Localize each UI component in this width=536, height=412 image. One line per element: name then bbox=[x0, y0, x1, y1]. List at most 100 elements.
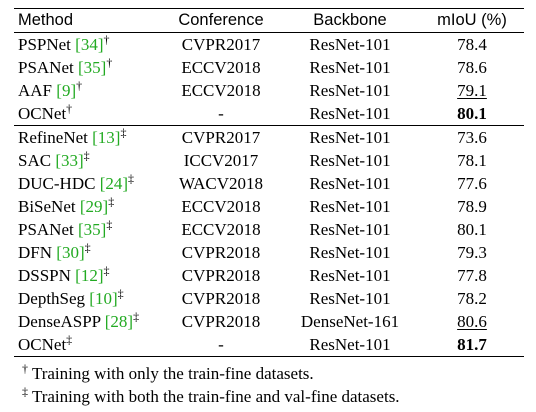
training-mark: ‡ bbox=[128, 171, 135, 186]
table-row: OCNet‡ - ResNet-101 81.7 bbox=[14, 333, 524, 357]
method-cell: DFN [30]‡ bbox=[14, 241, 162, 264]
table-group-train-fine: PSPNet [34]† CVPR2017 ResNet-101 78.4 PSANet… bbox=[14, 33, 524, 126]
training-mark: ‡ bbox=[106, 217, 113, 232]
miou-cell: 77.8 bbox=[420, 264, 524, 287]
conference-cell: - bbox=[218, 335, 224, 354]
method-cell: SAC [33]‡ bbox=[14, 149, 162, 172]
conference-cell: ECCV2018 bbox=[181, 81, 261, 100]
conference-cell: CVPR2018 bbox=[181, 243, 261, 262]
miou-cell: 78.6 bbox=[420, 56, 524, 79]
backbone-cell: ResNet-101 bbox=[309, 197, 391, 216]
method-name: BiSeNet bbox=[18, 197, 76, 216]
backbone-cell: ResNet-101 bbox=[309, 58, 391, 77]
method-cell: DenseASPP [28]‡ bbox=[14, 310, 162, 333]
note-mark: † bbox=[22, 361, 28, 376]
method-cell: BiSeNet [29]‡ bbox=[14, 195, 162, 218]
conference-cell: CVPR2017 bbox=[181, 128, 261, 147]
miou-cell: 80.1 bbox=[420, 102, 524, 126]
citation-number: 34 bbox=[80, 35, 98, 54]
miou-cell: 81.7 bbox=[420, 333, 524, 357]
conference-cell: ECCV2018 bbox=[181, 197, 261, 216]
results-table: Method Conference Backbone mIoU (%) PSPN… bbox=[14, 8, 524, 357]
citation: [13] bbox=[92, 128, 121, 147]
method-name: PSANet bbox=[18, 220, 74, 239]
method-cell: PSANet [35]‡ bbox=[14, 218, 162, 241]
miou-value: 80.1 bbox=[457, 220, 487, 239]
citation: [29] bbox=[79, 197, 109, 216]
method-name: DenseASPP bbox=[18, 312, 101, 331]
conference-cell: WACV2018 bbox=[178, 174, 264, 193]
training-mark: † bbox=[106, 55, 113, 70]
method-cell: PSPNet [34]† bbox=[14, 33, 162, 57]
method-cell: DUC-HDC [24]‡ bbox=[14, 172, 162, 195]
miou-cell: 79.3 bbox=[420, 241, 524, 264]
miou-value: 78.4 bbox=[457, 35, 487, 54]
miou-value: 80.6 bbox=[457, 312, 487, 331]
note-text: Training with both the train-fine and va… bbox=[28, 387, 400, 406]
header-conference: Conference bbox=[178, 11, 264, 29]
conference-cell: ECCV2018 bbox=[181, 58, 261, 77]
citation: [9] bbox=[56, 81, 77, 100]
table-row: OCNet† - ResNet-101 80.1 bbox=[14, 102, 524, 126]
citation-number: 30 bbox=[61, 243, 79, 262]
table-row: DenseASPP [28]‡ CVPR2018 DenseNet-161 80.6 bbox=[14, 310, 524, 333]
method-name: OCNet bbox=[18, 335, 67, 354]
citation-number: 29 bbox=[85, 197, 103, 216]
table-row: PSANet [35]‡ ECCV2018 ResNet-101 80.1 bbox=[14, 218, 524, 241]
miou-cell: 78.1 bbox=[420, 149, 524, 172]
conference-cell: ICCV2017 bbox=[183, 151, 259, 170]
method-cell: OCNet‡ bbox=[14, 333, 162, 357]
training-mark: ‡ bbox=[108, 194, 115, 209]
training-mark: † bbox=[66, 101, 73, 116]
training-mark: ‡ bbox=[84, 240, 91, 255]
conference-cell: CVPR2018 bbox=[181, 289, 261, 308]
note-line: ‡ Training with both the train-fine and … bbox=[22, 385, 400, 408]
method-cell: PSANet [35]† bbox=[14, 56, 162, 79]
header-row: Method Conference Backbone mIoU (%) bbox=[14, 8, 524, 33]
miou-cell: 78.4 bbox=[420, 33, 524, 57]
header-miou: mIoU (%) bbox=[437, 11, 507, 29]
citation: [24] bbox=[99, 174, 129, 193]
miou-cell: 78.2 bbox=[420, 287, 524, 310]
backbone-cell: ResNet-101 bbox=[309, 243, 391, 262]
conference-cell: ECCV2018 bbox=[181, 220, 261, 239]
citation-number: 24 bbox=[105, 174, 123, 193]
method-name: DSSPN bbox=[18, 266, 71, 285]
citation-number: 33 bbox=[61, 151, 78, 170]
citation-number: 13 bbox=[97, 128, 115, 147]
table-row: AAF [9]† ECCV2018 ResNet-101 79.1 bbox=[14, 79, 524, 102]
header-method: Method bbox=[18, 11, 74, 29]
citation-number: 35 bbox=[83, 220, 101, 239]
citation-number: 12 bbox=[80, 266, 98, 285]
table-row: PSANet [35]† ECCV2018 ResNet-101 78.6 bbox=[14, 56, 524, 79]
miou-value: 78.1 bbox=[457, 151, 487, 170]
miou-value: 77.8 bbox=[457, 266, 487, 285]
backbone-cell: ResNet-101 bbox=[309, 335, 391, 354]
method-name: OCNet bbox=[18, 104, 67, 123]
table-header: Method Conference Backbone mIoU (%) bbox=[14, 8, 524, 33]
note-line: † Training with only the train-fine data… bbox=[22, 362, 400, 385]
method-name: RefineNet bbox=[18, 128, 88, 147]
backbone-cell: ResNet-101 bbox=[309, 81, 391, 100]
backbone-cell: ResNet-101 bbox=[309, 266, 391, 285]
note-text: Training with only the train-fine datase… bbox=[28, 364, 314, 383]
method-name: DepthSeg bbox=[18, 289, 86, 308]
method-name: AAF bbox=[18, 81, 53, 100]
table-row: DFN [30]‡ CVPR2018 ResNet-101 79.3 bbox=[14, 241, 524, 264]
training-mark: ‡ bbox=[133, 309, 140, 324]
citation-number: 9 bbox=[61, 81, 71, 100]
backbone-cell: ResNet-101 bbox=[309, 104, 391, 123]
training-mark: ‡ bbox=[66, 332, 73, 347]
miou-cell: 77.6 bbox=[420, 172, 524, 195]
citation: [35] bbox=[77, 220, 107, 239]
citation: [28] bbox=[104, 312, 134, 331]
citation: [10] bbox=[89, 289, 118, 308]
note-mark: ‡ bbox=[22, 384, 28, 399]
citation: [34] bbox=[75, 35, 104, 54]
method-cell: DepthSeg [10]‡ bbox=[14, 287, 162, 310]
backbone-cell: ResNet-101 bbox=[309, 289, 391, 308]
method-name: PSPNet bbox=[18, 35, 71, 54]
citation: [35] bbox=[77, 58, 107, 77]
citation-number: 10 bbox=[94, 289, 112, 308]
